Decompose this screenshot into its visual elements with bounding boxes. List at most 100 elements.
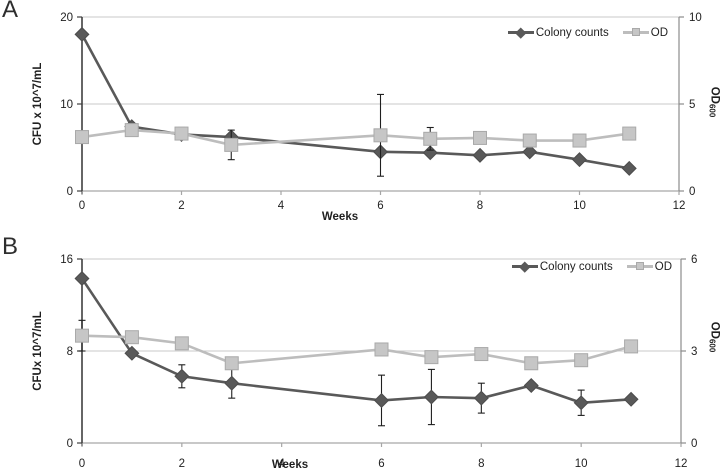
od-label-main: OD (708, 321, 721, 339)
legend-item-od: OD (626, 260, 672, 273)
legend-label-od: OD (650, 26, 668, 39)
legend-b: Colony counts OD (511, 260, 672, 273)
legend-label-od: OD (654, 260, 672, 273)
y-right-tick-label: 6 (691, 254, 697, 266)
od-label-main: OD (708, 86, 721, 104)
y-axis-title-right-b: OD600 (708, 322, 721, 353)
series-line (80, 277, 632, 405)
legend-label-colony-counts: Colony counts (539, 260, 613, 273)
colony-counts-marker-icon (511, 260, 538, 273)
square-marker (423, 131, 438, 146)
diamond-marker (422, 145, 438, 161)
square-marker (572, 133, 587, 148)
y-axis-title-left-a: CFU x 10^7/mL (32, 62, 44, 146)
y-right-tick-label: 0 (691, 438, 697, 450)
x-tick-label: 4 (278, 200, 285, 212)
diamond-marker (573, 395, 589, 411)
panel-label-a: A (2, 0, 19, 23)
y-axis-title-right-a: OD600 (708, 87, 721, 118)
diamond-marker (124, 345, 140, 361)
y-right-tick-label: 5 (689, 99, 695, 111)
legend-item-od: OD (622, 26, 668, 39)
x-tick-label: 4 (278, 458, 285, 470)
square-marker (373, 128, 388, 143)
axes (77, 16, 684, 195)
od-label-subscript: 600 (707, 338, 717, 353)
x-tick-label: 12 (675, 458, 688, 470)
square-marker (474, 347, 489, 362)
square-marker (174, 126, 189, 141)
diamond-marker (621, 160, 637, 176)
x-tick-label: 2 (179, 458, 185, 470)
square-marker (174, 336, 189, 351)
square-marker (524, 356, 539, 371)
y-right-tick-label: 10 (689, 12, 702, 24)
diamond-marker (224, 375, 240, 391)
colony-counts-series (74, 271, 639, 427)
diamond-marker (174, 368, 190, 384)
legend-a: Colony counts OD (507, 26, 668, 39)
square-marker (574, 353, 589, 368)
x-tick-label: 10 (575, 458, 588, 470)
diamond-marker (522, 144, 538, 160)
square-marker (124, 123, 139, 138)
x-tick-label: 10 (573, 200, 586, 212)
legend-item-colony-counts: Colony counts (511, 260, 613, 273)
square-marker (473, 130, 487, 145)
od-label-subscript: 600 (707, 103, 717, 118)
colony-counts-series (74, 26, 637, 176)
y-left-tick-label: 20 (60, 12, 73, 24)
od-series (75, 93, 637, 177)
y-left-tick-label: 8 (67, 346, 73, 358)
diamond-marker (74, 271, 90, 287)
square-marker (224, 137, 239, 152)
diamond-marker (423, 389, 439, 405)
square-marker (522, 133, 537, 148)
x-tick-label: 0 (79, 200, 85, 212)
square-marker (624, 339, 639, 354)
legend-label-colony-counts: Colony counts (535, 26, 609, 39)
axes (77, 258, 686, 447)
series-line (81, 128, 630, 147)
x-tick-label: 12 (673, 200, 686, 212)
diamond-marker (523, 377, 539, 394)
od-marker-icon (622, 26, 649, 39)
square-marker (374, 342, 389, 357)
diamond-marker (472, 147, 488, 163)
diamond-marker (74, 26, 90, 42)
od-series (75, 319, 639, 371)
x-tick-label: 0 (79, 458, 85, 470)
square-marker (224, 356, 239, 371)
square-marker (622, 126, 637, 141)
x-tick-label: 6 (378, 458, 384, 470)
od-marker-icon (626, 260, 653, 273)
y-left-tick-label: 16 (60, 254, 73, 266)
y-right-tick-label: 0 (689, 186, 695, 198)
x-axis-title-b: Weeks (271, 459, 309, 471)
square-marker (424, 350, 439, 365)
x-tick-label: 2 (178, 200, 184, 212)
colony-counts-marker-icon (507, 26, 534, 39)
series-line (80, 33, 630, 170)
legend-item-colony-counts: Colony counts (507, 26, 609, 39)
y-axis-title-left-b: CFUx 10^7/mL (32, 311, 44, 391)
square-marker (124, 330, 139, 345)
chart-panel-b: 0 2 4 6 8 10 12 0 8 16 0 3 6 B CFUx 10^7/mL OD600 We… (0, 237, 725, 474)
y-left-tick-label: 0 (67, 438, 73, 450)
series-line (81, 334, 632, 365)
x-tick-label: 8 (478, 458, 484, 470)
y-left-tick-label: 10 (60, 99, 73, 111)
x-tick-label: 6 (377, 200, 383, 212)
square-marker (75, 130, 89, 145)
panel-label-b: B (2, 237, 19, 260)
y-right-tick-label: 3 (691, 346, 697, 358)
y-left-tick-label: 0 (67, 186, 73, 198)
diamond-marker (473, 390, 489, 406)
x-axis-title-a: Weeks (321, 211, 359, 223)
diamond-marker (571, 152, 588, 168)
